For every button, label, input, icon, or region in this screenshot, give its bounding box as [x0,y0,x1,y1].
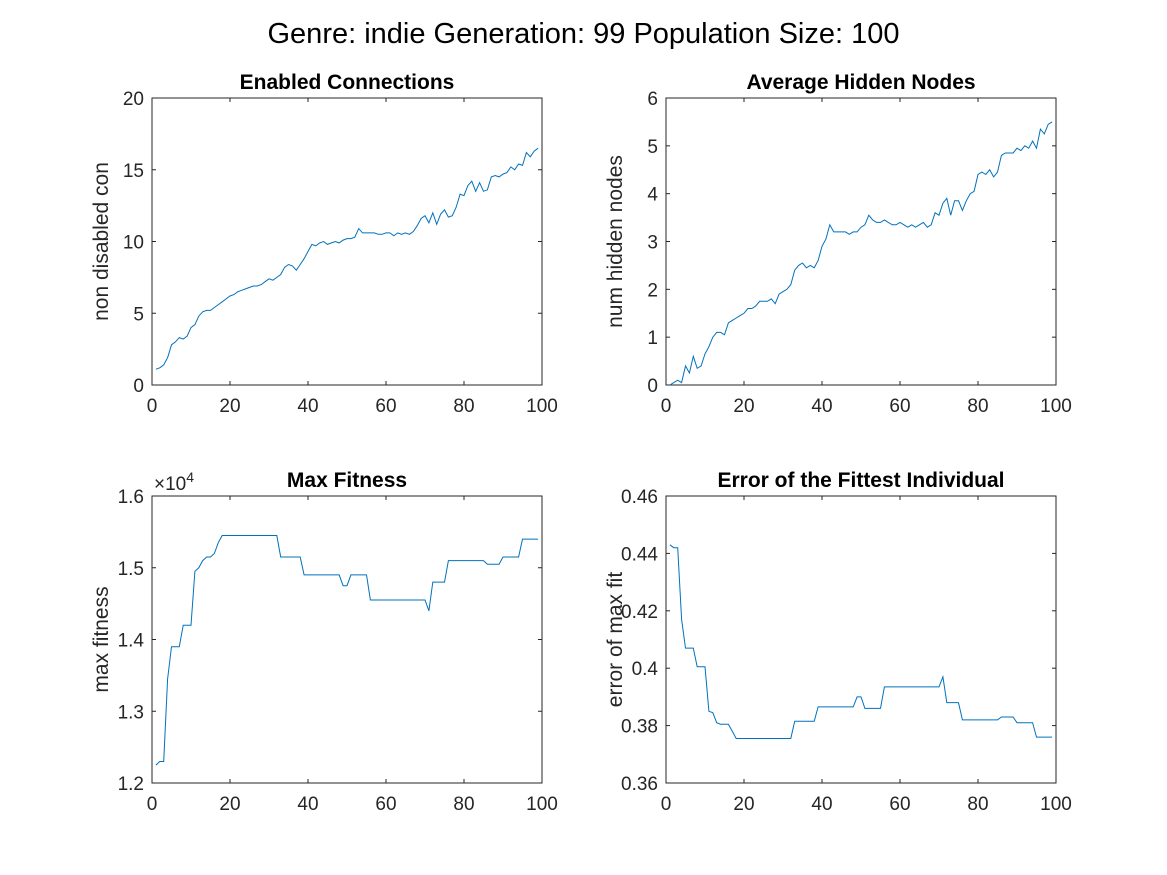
axes-box [665,495,1057,784]
y-tick-label: 1.3 [118,702,144,723]
y-tick-label: 20 [123,89,144,110]
x-tick-label: 40 [297,396,318,417]
y-tick-label: 6 [647,89,658,110]
y-tick-label: 5 [647,137,658,158]
y-axis-label: non disabled con [90,162,113,321]
y-axis-label: max fitness [90,586,113,692]
y-tick-label: 2 [647,280,658,301]
y-tick-label: 1 [647,328,658,349]
y-tick-label: 1.5 [118,559,144,580]
x-tick-label: 80 [967,396,988,417]
subplot-2: 0 20 40 60 80 100 0 1 2 3 4 5 6 Average Hidden Nodes n… [604,71,1072,417]
x-tick-label: 100 [526,396,558,417]
subplot-4: 0 20 40 60 80 100 0.36 0.38 0.4 0.42 0.44 0.46 Error… [604,469,1072,815]
subplot-title: Enabled Connections [240,71,455,94]
y-tick-label: 10 [123,233,144,254]
y-tick-label: 3 [647,233,658,254]
y-tick-label: 0 [133,376,144,397]
subplot-title: Max Fitness [287,469,407,492]
y-tick-label: 4 [647,185,658,206]
x-tick-label: 60 [375,794,396,815]
subplot-1: 0 20 40 60 80 100 0 5 10 15 20 Enabled Connections n… [90,71,558,417]
y-tick-label: 0.46 [621,487,658,508]
x-tick-label: 80 [967,794,988,815]
axes-box [151,495,543,784]
y-tick-label: 0.42 [621,602,658,623]
x-tick-label: 60 [375,396,396,417]
y-tick-label: 0.36 [621,774,658,795]
x-tick-label: 40 [297,794,318,815]
x-tick-label: 20 [733,396,754,417]
series-line [155,147,539,370]
x-tick-label: 20 [733,794,754,815]
y-exponent-label: ×104 [154,469,194,495]
y-tick-label: 0.44 [621,544,658,565]
x-tick-label: 40 [811,396,832,417]
x-tick-label: 80 [453,396,474,417]
axes-box [151,97,543,386]
x-tick-label: 100 [1040,396,1072,417]
y-tick-label: 0.4 [632,659,659,680]
x-tick-label: 100 [1040,794,1072,815]
series-line [669,544,1053,739]
x-tick-label: 40 [811,794,832,815]
y-tick-label: 1.4 [118,631,145,652]
subplot-3: 0 20 40 60 80 100 1.2 1.3 1.4 1.5 1.6 ×104 Max Fitne… [90,469,558,815]
axes-box [665,97,1057,386]
x-tick-label: 20 [219,396,240,417]
y-axis-label: num hidden nodes [604,155,627,328]
series-line [155,535,539,766]
y-tick-label: 5 [133,304,144,325]
y-tick-label: 0.38 [621,717,658,738]
subplot-title: Error of the Fittest Individual [717,469,1004,492]
x-tick-label: 60 [889,396,910,417]
x-tick-label: 60 [889,794,910,815]
x-tick-label: 0 [661,396,672,417]
x-tick-label: 80 [453,794,474,815]
y-tick-label: 15 [123,161,144,182]
y-tick-label: 1.6 [118,487,144,508]
figure-title: Genre: indie Generation: 99 Population S… [267,18,900,50]
x-tick-label: 20 [219,794,240,815]
y-tick-label: 0 [647,376,658,397]
x-tick-label: 0 [147,794,158,815]
series-line [669,121,1053,386]
x-tick-label: 0 [661,794,672,815]
x-tick-label: 0 [147,396,158,417]
y-tick-label: 1.2 [118,774,144,795]
x-tick-label: 100 [526,794,558,815]
y-axis-label: error of max fit [604,572,627,708]
subplot-title: Average Hidden Nodes [746,71,975,94]
